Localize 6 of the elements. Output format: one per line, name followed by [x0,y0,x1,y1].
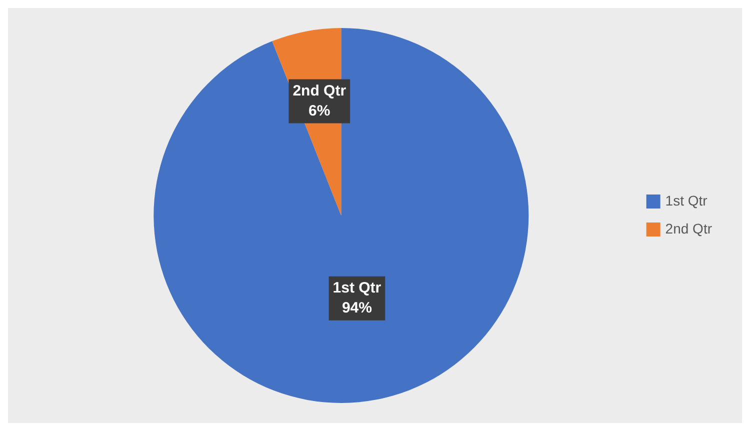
legend-label: 1st Qtr [665,192,708,208]
data-label: 94% [342,300,372,317]
data-label: 6% [308,102,330,120]
slice-label: 1st Qtr [332,280,382,297]
legend-label: 2nd Qtr [665,220,712,236]
slice-label: 2nd Qtr [292,82,346,100]
